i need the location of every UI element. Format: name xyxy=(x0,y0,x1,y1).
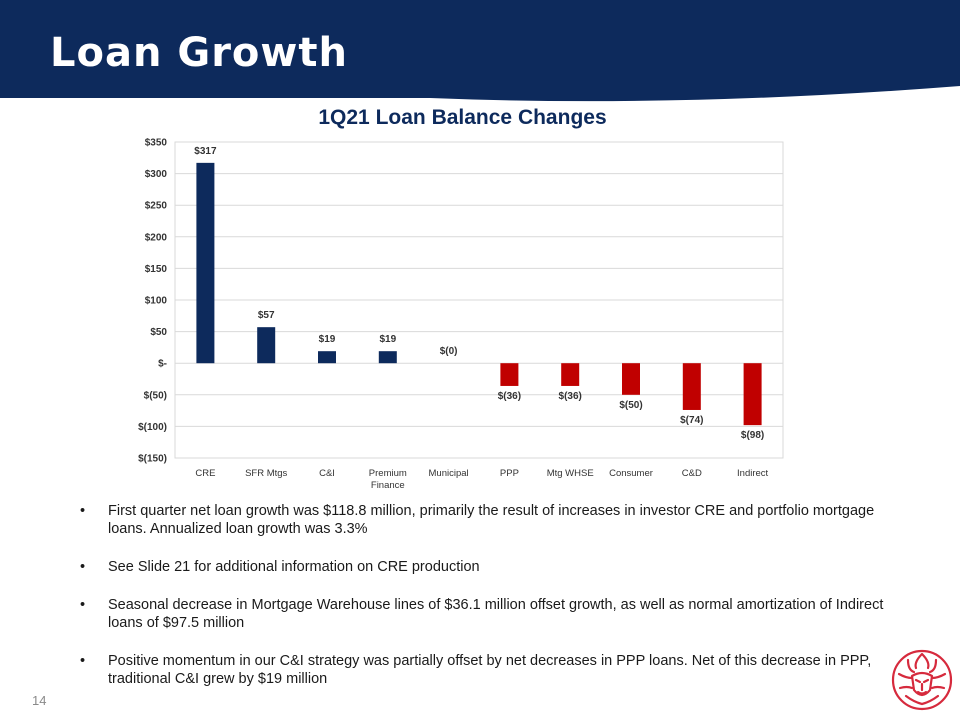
bullet-item: Seasonal decrease in Mortgage Warehouse … xyxy=(80,596,900,632)
y-tick-label: $(150) xyxy=(138,454,167,465)
y-tick-label: $100 xyxy=(145,296,168,307)
bars xyxy=(196,162,762,426)
y-tick-label: $200 xyxy=(145,232,168,243)
page-number: 14 xyxy=(32,693,47,708)
bar xyxy=(500,363,519,386)
bullet-list: First quarter net loan growth was $118.8… xyxy=(80,502,900,708)
y-tick-label: $(100) xyxy=(138,422,167,433)
data-label: $(50) xyxy=(619,400,642,411)
x-axis-labels: CRE SFR Mtgs C&I Premium Finance Municipal PPP… xyxy=(195,468,768,491)
value-labels: $317 $57 $19 $19 $(0) $(36) $(36) $(50) $(74) $(9… xyxy=(194,146,764,441)
bar xyxy=(257,327,276,364)
y-tick-label: $350 xyxy=(145,138,168,149)
bar xyxy=(196,162,215,364)
x-tick-label: SFR Mtgs xyxy=(245,468,287,479)
x-tick-label: Mtg WHSE xyxy=(547,468,594,479)
y-tick-label: $(50) xyxy=(144,390,167,401)
y-tick-label: $50 xyxy=(150,327,167,338)
y-tick-label: $250 xyxy=(145,201,168,212)
bar xyxy=(743,363,762,426)
data-label: $(74) xyxy=(680,415,703,426)
header-banner xyxy=(0,0,960,110)
data-label: $57 xyxy=(258,310,275,321)
chart-title: 1Q21 Loan Balance Changes xyxy=(318,106,607,129)
x-tick-label: Premium Finance xyxy=(369,468,407,491)
data-label: $317 xyxy=(194,146,217,157)
bar xyxy=(378,351,397,364)
bar xyxy=(682,363,701,410)
data-label: $19 xyxy=(379,334,396,345)
header-band xyxy=(0,0,960,102)
data-label: $(36) xyxy=(498,391,521,402)
bullet-item: First quarter net loan growth was $118.8… xyxy=(80,502,900,538)
x-tick-label: C&I xyxy=(319,468,335,479)
bullet-item: Positive momentum in our C&I strategy wa… xyxy=(80,652,900,688)
data-label: $19 xyxy=(319,334,336,345)
bar xyxy=(318,351,336,364)
x-tick-label: C&D xyxy=(682,468,702,479)
slide-title: Loan Growth xyxy=(50,30,348,76)
bar xyxy=(561,363,580,386)
bullet-item: See Slide 21 for additional information … xyxy=(80,558,900,576)
lion-head-logo-icon xyxy=(891,649,953,711)
data-label: $(98) xyxy=(741,430,764,441)
y-tick-label: $- xyxy=(158,359,167,370)
y-axis-ticks: $350 $300 $250 $200 $150 $100 $50 $- $(50) $(100)… xyxy=(138,138,167,465)
data-label: $(0) xyxy=(440,346,458,357)
y-tick-label: $150 xyxy=(145,264,168,275)
x-tick-label: CRE xyxy=(195,468,215,479)
data-label: $(36) xyxy=(559,391,582,402)
bar-chart: $350 $300 $250 $200 $150 $100 $50 $- $(50) $(100)… xyxy=(138,138,784,491)
x-tick-label: Municipal xyxy=(429,468,469,479)
gridlines xyxy=(175,141,783,459)
y-tick-label: $300 xyxy=(145,169,168,180)
x-tick-label: Consumer xyxy=(609,468,653,479)
bar xyxy=(622,363,640,395)
x-tick-label: Indirect xyxy=(737,468,769,479)
x-tick-label: PPP xyxy=(500,468,519,479)
